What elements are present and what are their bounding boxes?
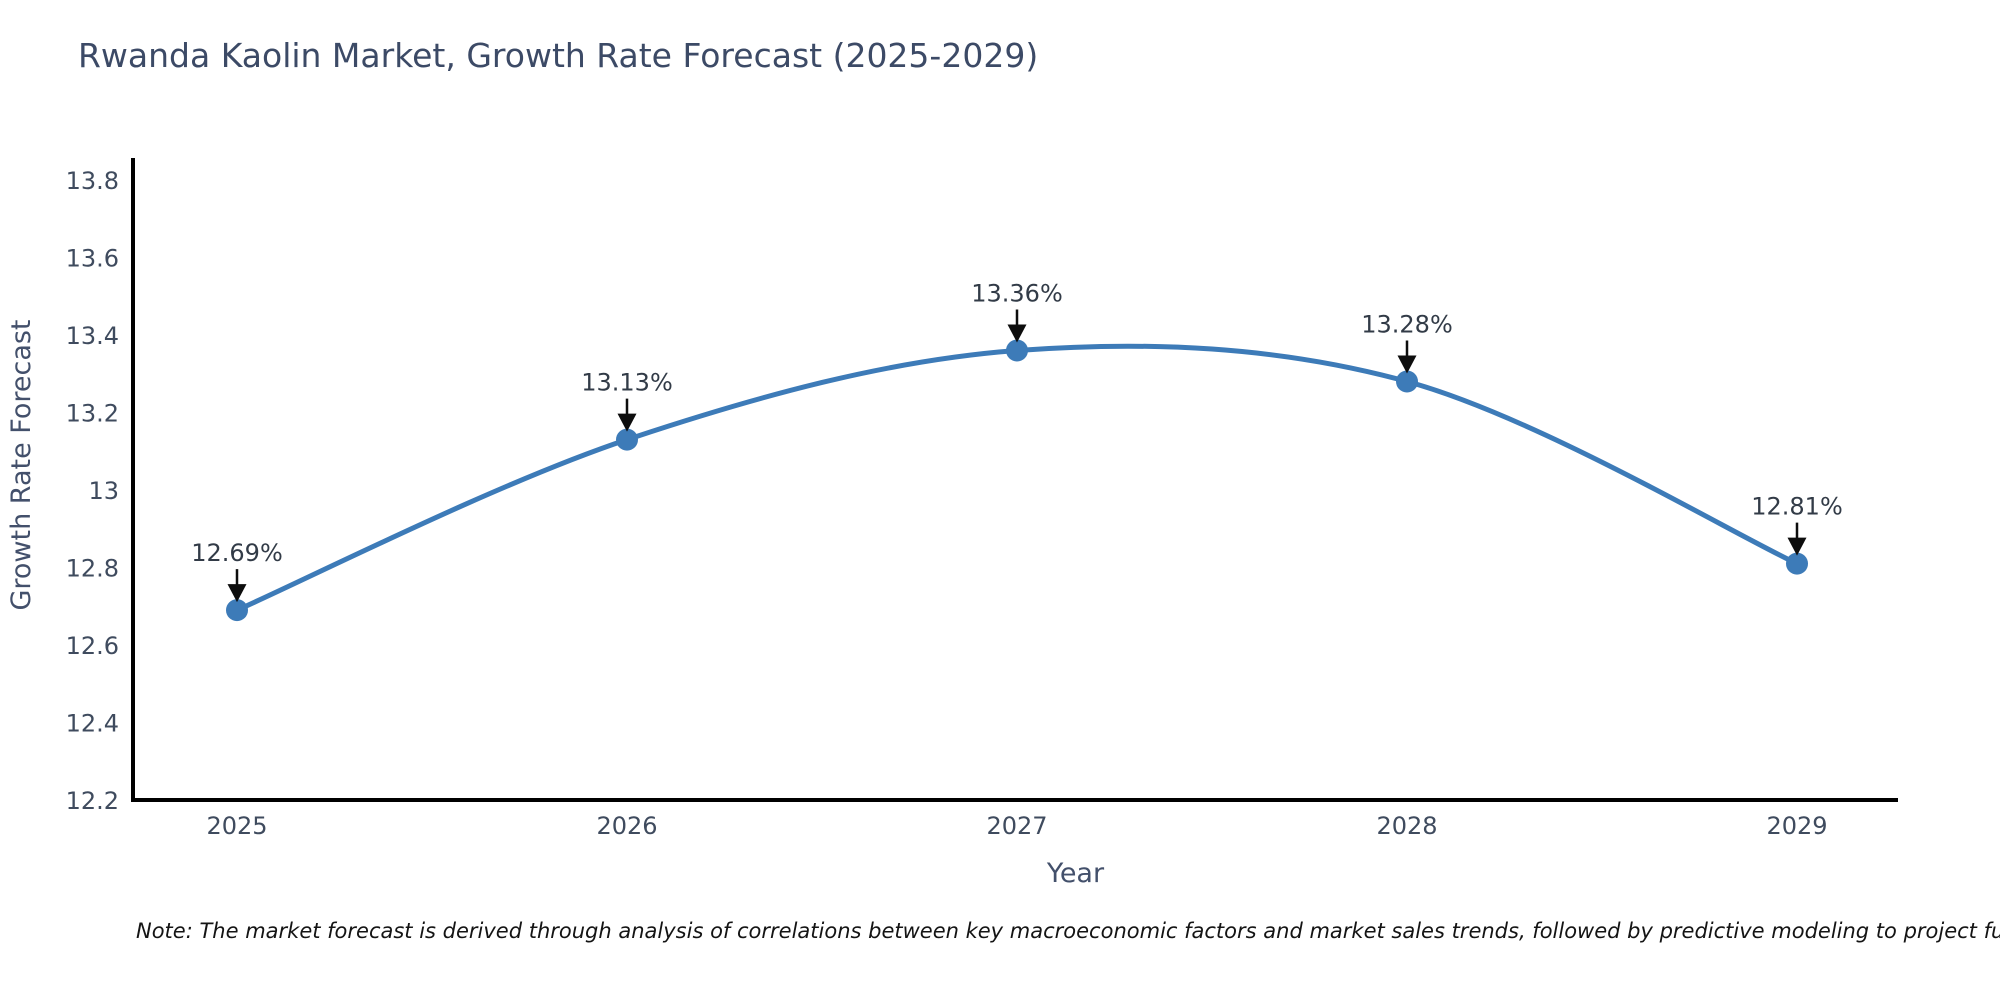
- annotation-label: 13.28%: [1361, 311, 1453, 339]
- x-axis-tick-label: 2026: [596, 812, 657, 840]
- annotation-arrow-head: [1007, 324, 1027, 343]
- y-axis-tick-label: 12.8: [66, 555, 119, 583]
- annotation-label: 12.69%: [191, 539, 283, 567]
- y-axis-tick-label: 12.6: [66, 632, 119, 660]
- x-axis-title: Year: [1046, 858, 1105, 889]
- chart-title: Rwanda Kaolin Market, Growth Rate Foreca…: [78, 36, 1039, 75]
- y-axis-tick-label: 12.4: [66, 710, 119, 738]
- data-point-marker: [616, 428, 638, 451]
- annotation-arrow-head: [1787, 537, 1807, 556]
- data-point-marker: [1786, 552, 1808, 575]
- data-point-marker: [226, 599, 248, 622]
- y-axis-tick-label: 13.2: [66, 400, 119, 428]
- x-axis-tick-label: 2025: [206, 812, 267, 840]
- y-axis-title: Growth Rate Forecast: [6, 319, 37, 610]
- annotation-arrow-head: [227, 584, 247, 603]
- annotation-label: 12.81%: [1751, 493, 1843, 521]
- y-axis-tick-label: 12.2: [66, 787, 119, 815]
- y-axis-tick-label: 13.8: [66, 167, 119, 195]
- trend-line: [234, 343, 1800, 613]
- annotation-arrow-head: [617, 413, 637, 432]
- x-axis-tick-label: 2028: [1376, 812, 1437, 840]
- annotation-label: 13.36%: [971, 280, 1063, 308]
- footnote-text: Note: The market forecast is derived thr…: [136, 919, 2000, 943]
- data-point-marker: [1396, 370, 1418, 393]
- x-axis-tick-label: 2027: [986, 812, 1047, 840]
- annotation-label: 13.13%: [581, 369, 673, 397]
- x-axis-tick-label: 2029: [1766, 812, 1827, 840]
- annotation-arrow-head: [1397, 355, 1417, 374]
- data-point-marker: [1006, 339, 1028, 362]
- y-axis-tick-label: 13: [88, 477, 119, 505]
- y-axis-tick-label: 13.4: [66, 322, 119, 350]
- y-axis-tick-label: 13.6: [66, 245, 119, 273]
